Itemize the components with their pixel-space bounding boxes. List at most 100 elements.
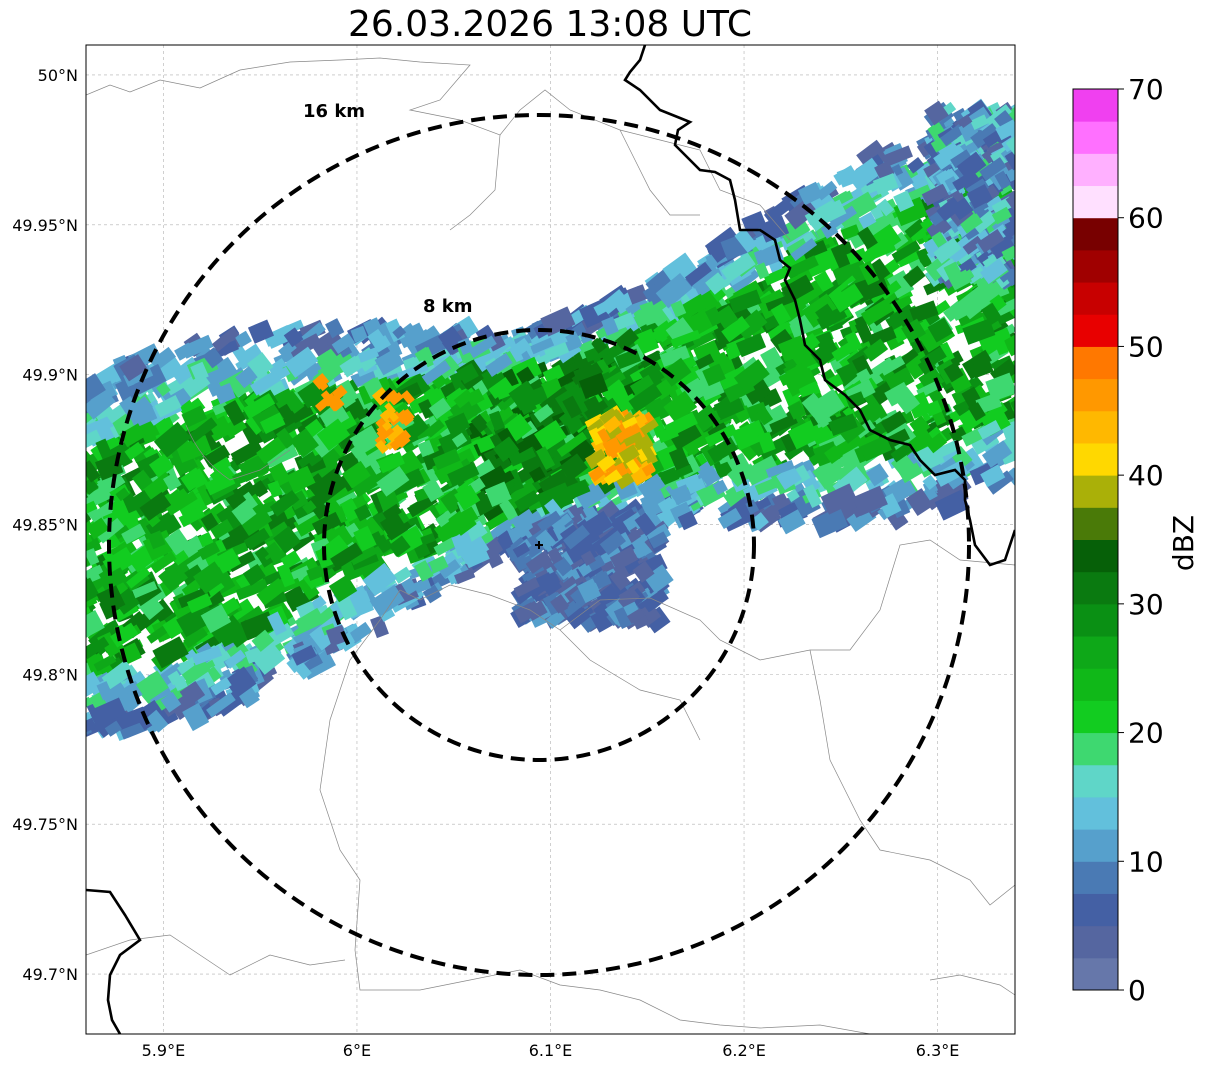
colorbar-segment [1073,121,1118,154]
echo-cell [816,199,847,225]
echo-cell [957,209,983,234]
colorbar-segment [1073,153,1118,187]
echo-cell [692,404,721,433]
range-ring-16km [107,113,971,977]
echo-cell [529,466,546,483]
echo-cell [95,438,114,463]
lon-tick-label: 6°E [343,1041,371,1060]
echo-cell [242,563,266,586]
colorbar-segment [1073,507,1118,540]
echo-cell [180,535,205,559]
echo-cell [1001,245,1015,262]
echo-cell [847,157,883,191]
echo-cell [938,168,960,190]
echo-cell [550,594,570,614]
echo-cell [824,445,844,464]
echo-cell [869,258,891,281]
echo-cell [321,623,336,636]
echo-cell [389,391,404,406]
echo-cell [530,337,555,355]
echo-cell [641,445,656,462]
echo-cell [384,389,398,403]
echo-cell [866,326,897,348]
colorbar-tick-label: 10 [1128,845,1164,878]
echo-cell [252,402,285,434]
echo-cell [247,352,274,379]
echo-cell [643,564,674,594]
echo-cell [543,578,563,597]
echo-cell [210,614,242,644]
echo-cell [353,525,377,552]
echo-cell [146,709,169,733]
echo-cell [704,423,738,447]
echo-cell [202,347,224,369]
echo-cell [877,198,895,217]
echo-cell [395,409,411,425]
echo-cell [484,481,512,507]
echo-cell [755,497,772,511]
echo-cell [713,394,745,421]
echo-cell [765,460,795,478]
echo-cell [597,428,611,444]
echo-cell [844,331,863,353]
echo-cell [223,399,246,426]
echo-cell [686,477,706,494]
echo-cell [1006,246,1015,267]
echo-cell [805,239,828,258]
echo-cell [180,467,206,492]
colorbar-tick-label: 70 [1128,73,1164,106]
echo-cell [511,508,538,534]
echo-cell [267,480,283,498]
colorbar-segment [1073,185,1118,219]
echo-cell [863,338,889,362]
echo-cell [622,512,644,532]
range-label-16km: 16 km [303,101,365,122]
echo-cell [291,644,317,666]
colorbar-segment [1073,378,1118,412]
echo-cell [872,173,899,195]
echo-cell [153,421,191,458]
echo-cell [909,415,931,437]
echo-cell [958,114,973,128]
echo-cell [933,237,962,264]
echo-cell [670,300,687,318]
echo-cell [376,421,395,440]
echo-cell [924,400,943,417]
echo-cell [349,425,382,456]
echo-cell [121,492,140,514]
echo-cell [598,546,623,566]
echo-cell [811,506,849,539]
lon-tick-label: 6.1°E [529,1041,573,1060]
range-label-8km: 8 km [423,296,473,317]
echo-cell [312,373,330,390]
echo-cell [717,507,742,529]
echo-cell [182,702,210,732]
echo-cell [705,272,728,295]
echo-cell [934,459,969,487]
echo-cell [197,541,221,561]
colorbar-segment [1073,410,1118,444]
echo-cell [348,621,373,644]
echo-cell [369,584,405,617]
echo-cell [393,431,411,449]
echo-cell [644,393,678,424]
echo-cell [147,530,166,550]
echo-cell [979,157,1007,181]
echo-cell [927,317,954,343]
echo-cell [982,129,1003,148]
echo-cell [926,216,952,241]
echo-cell [884,304,919,334]
echo-cell [150,551,177,574]
echo-cell [206,692,236,718]
echo-cell [132,581,158,599]
colorbar-segment [1073,217,1118,251]
longitude-tick-labels: 5.9°E 6°E 6.1°E 6.2°E 6.3°E [142,1041,960,1060]
echo-cell [86,532,102,556]
echo-cell [254,546,269,561]
colorbar-label: dBZ [1167,515,1200,571]
echo-cell [936,138,957,157]
echo-cell [392,325,407,340]
echo-cell [975,392,1002,415]
echo-cell [769,413,798,434]
